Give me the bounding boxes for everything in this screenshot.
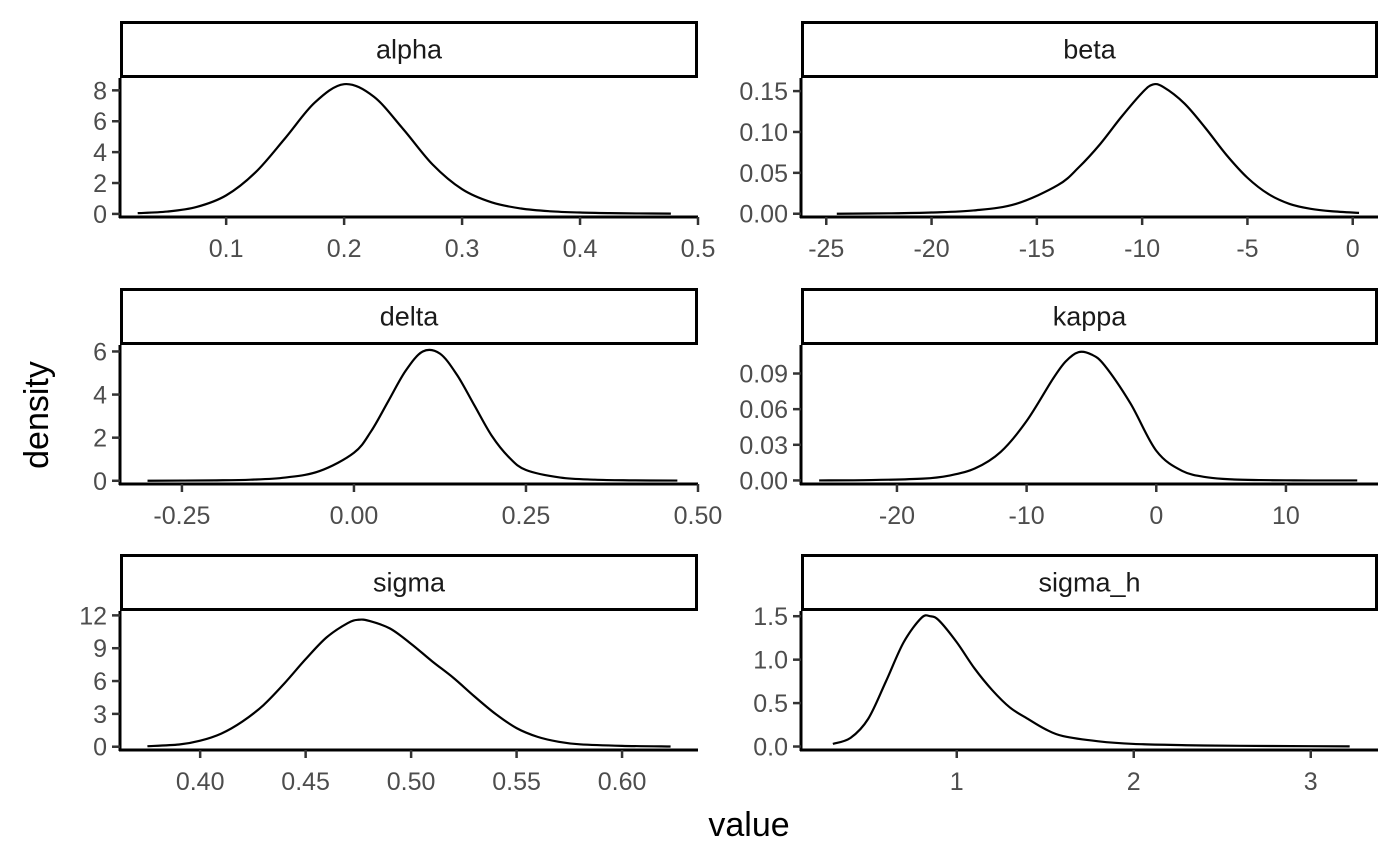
x-tick-label: 0 [1149, 502, 1163, 530]
y-tick-label: 6 [93, 668, 107, 696]
strip-box [120, 21, 698, 78]
y-tick-label: 6 [93, 108, 107, 136]
y-tick-label: 0.5 [753, 690, 788, 718]
strip-box [120, 554, 698, 611]
y-tick-label: 0.00 [739, 467, 788, 495]
y-axis-title: density [18, 361, 56, 469]
y-tick-label: 0.05 [739, 160, 788, 188]
y-tick-label: 9 [93, 635, 107, 663]
density-curve [832, 614, 1350, 748]
strip-box [801, 288, 1378, 345]
density-curve [836, 82, 1360, 215]
facet-panel-beta: beta 0.00 0.05 0.10 0.15 -25 -20 -15 -10 -5 0 [739, 21, 1378, 263]
x-tick-label: 0.4 [563, 235, 598, 263]
strip-box [801, 21, 1378, 78]
y-tick-label: 0.03 [739, 432, 788, 460]
y-tick-label: 0.09 [739, 361, 788, 389]
y-tick-label: 0.0 [753, 734, 788, 762]
y-tick-label: 3 [93, 701, 107, 729]
x-tick-label: 0.25 [502, 502, 551, 530]
x-tick-label: -10 [1124, 235, 1160, 263]
facet-panel-sigma-h: sigma_h 0.0 0.5 1.0 1.5 1 2 3 [753, 554, 1378, 796]
x-tick-label: 0.60 [598, 768, 647, 796]
x-tick-label: -0.25 [153, 502, 210, 530]
y-tick-label: 0.06 [739, 396, 788, 424]
strip-label: beta [1063, 35, 1117, 65]
facet-panel-alpha: alpha 0 2 4 6 8 0.1 0.2 0.3 0.4 0.5 [93, 21, 716, 263]
x-tick-label: 0.50 [387, 768, 436, 796]
strip-label: alpha [376, 35, 443, 65]
y-tick-label: 0 [93, 734, 107, 762]
y-tick-label: 1.0 [753, 647, 788, 675]
strip-label: sigma_h [1038, 568, 1140, 598]
x-tick-label: 0.55 [492, 768, 541, 796]
density-curve [147, 618, 671, 748]
y-tick-label: 2 [93, 170, 107, 198]
strip-label: kappa [1053, 302, 1128, 332]
x-tick-label: 0.40 [176, 768, 225, 796]
strip-box [801, 554, 1378, 611]
x-axis-title: value [708, 806, 789, 844]
x-tick-label: -20 [879, 502, 915, 530]
x-tick-label: 2 [1127, 768, 1141, 796]
density-curve [137, 83, 671, 215]
x-tick-label: 3 [1304, 768, 1318, 796]
x-tick-label: 0.45 [281, 768, 330, 796]
y-tick-label: 4 [93, 139, 107, 167]
x-tick-label: -5 [1236, 235, 1258, 263]
facet-panel-delta: delta 0 2 4 6 -0.25 0.00 0.25 0.50 [93, 288, 723, 530]
x-tick-label: 0.00 [330, 502, 379, 530]
x-tick-label: -20 [913, 235, 949, 263]
x-tick-label: 0.50 [674, 502, 723, 530]
x-tick-label: -10 [1009, 502, 1045, 530]
strip-box [120, 288, 698, 345]
y-tick-label: 0.15 [739, 78, 788, 106]
strip-label: sigma [373, 568, 446, 598]
x-tick-label: 0.2 [327, 235, 362, 263]
y-tick-label: 8 [93, 77, 107, 105]
x-tick-label: -15 [1019, 235, 1055, 263]
y-tick-label: 0 [93, 201, 107, 229]
facet-panel-sigma: sigma 0 3 6 9 12 0.40 0.45 0.50 0.55 0.60 [79, 554, 698, 796]
x-tick-label: 0.5 [681, 235, 716, 263]
y-tick-label: 4 [93, 382, 107, 410]
x-tick-label: 1 [950, 768, 964, 796]
density-curve [819, 350, 1358, 482]
strip-label: delta [380, 302, 440, 332]
facet-panel-kappa: kappa 0.00 0.03 0.06 0.09 -20 -10 0 10 [739, 288, 1378, 530]
y-tick-label: 12 [79, 602, 107, 630]
x-tick-label: 0.1 [209, 235, 244, 263]
y-tick-label: 6 [93, 338, 107, 366]
y-tick-label: 0.10 [739, 119, 788, 147]
x-tick-label: 10 [1272, 502, 1300, 530]
y-tick-label: 0.00 [739, 201, 788, 229]
y-tick-label: 2 [93, 425, 107, 453]
x-tick-label: -25 [808, 235, 844, 263]
y-tick-label: 1.5 [753, 603, 788, 631]
density-curve [147, 348, 678, 482]
x-tick-label: 0 [1346, 235, 1360, 263]
y-tick-label: 0 [93, 468, 107, 496]
x-tick-label: 0.3 [445, 235, 480, 263]
